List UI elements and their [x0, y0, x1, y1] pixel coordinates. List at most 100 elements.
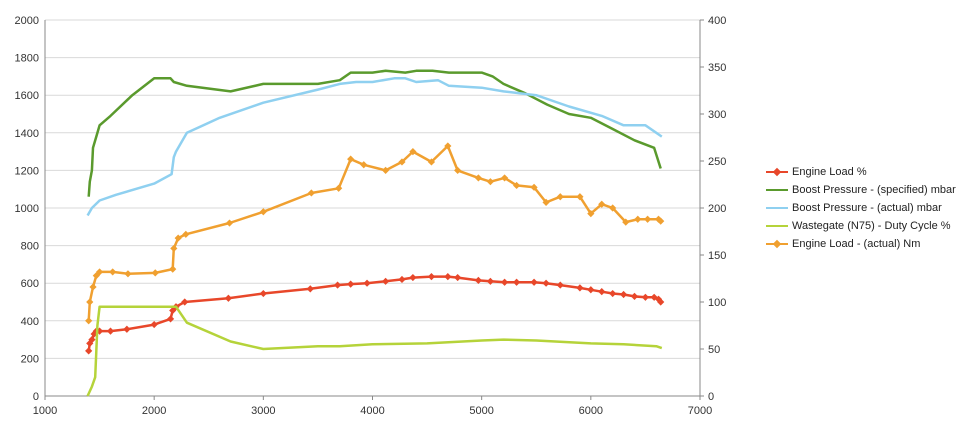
legend-item: Boost Pressure - (specified) mbar [766, 181, 956, 199]
series-point-4 [170, 244, 178, 253]
series-point-0 [169, 306, 177, 315]
x-tick-label: 4000 [360, 405, 384, 417]
x-tick-label: 1000 [33, 405, 57, 417]
series-point-0 [166, 315, 175, 323]
y2-tick-label: 300 [708, 109, 726, 121]
series-point-4 [174, 234, 182, 242]
legend-swatch [766, 239, 788, 249]
series-point-4 [382, 166, 390, 174]
series-point-0 [363, 279, 371, 287]
y-tick-label: 1000 [15, 203, 39, 215]
series-point-4 [454, 166, 462, 174]
series-point-4 [259, 208, 267, 216]
legend-item: Engine Load - (actual) Nm [766, 235, 956, 253]
series-point-4 [225, 219, 234, 227]
series-point-4 [86, 298, 94, 306]
y2-tick-label: 350 [708, 62, 726, 74]
y-tick-label: 0 [33, 391, 39, 403]
y-tick-label: 1200 [15, 165, 39, 177]
legend-item: Wastegate (N75) - Duty Cycle % [766, 217, 956, 235]
series-line-3 [86, 305, 663, 397]
series-point-0 [106, 327, 115, 335]
series-point-0 [598, 288, 606, 296]
series-point-0 [657, 298, 665, 306]
series-point-0 [650, 293, 658, 301]
series-point-0 [409, 273, 417, 282]
series-point-4 [360, 161, 368, 169]
y2-tick-label: 200 [708, 203, 726, 215]
series-point-0 [123, 325, 131, 333]
series-point-0 [513, 278, 521, 286]
series-point-4 [427, 158, 436, 166]
legend-label: Engine Load % [792, 166, 867, 178]
series-point-0 [474, 276, 482, 284]
series-point-0 [306, 285, 314, 293]
series-line-0 [87, 275, 662, 352]
legend-label: Engine Load - (actual) Nm [792, 238, 921, 250]
series-point-0 [150, 320, 158, 329]
series-point-0 [630, 292, 639, 300]
series-point-0 [576, 284, 584, 292]
series-point-4 [622, 218, 630, 226]
series-line-4 [87, 144, 662, 321]
series-point-0 [90, 330, 98, 338]
series-point-4 [409, 148, 417, 156]
y-tick-label: 2000 [15, 15, 39, 27]
series-point-4 [85, 317, 93, 325]
series-point-4 [644, 215, 652, 223]
series-point-4 [587, 210, 595, 218]
series-point-4 [576, 193, 584, 201]
series-point-0 [500, 278, 509, 286]
series-point-4 [109, 268, 117, 276]
series-point-4 [634, 215, 642, 223]
series-layer [85, 69, 665, 397]
series-point-4 [609, 204, 617, 212]
series-point-4 [444, 142, 452, 150]
series-point-0 [398, 275, 406, 284]
series-point-4 [151, 269, 159, 277]
series-point-0 [382, 277, 390, 285]
y-tick-label: 400 [21, 316, 39, 328]
y-tick-label: 1600 [15, 90, 39, 102]
series-point-0 [181, 298, 189, 306]
legend-swatch [766, 167, 788, 177]
y-tick-label: 1400 [15, 128, 39, 140]
y2-tick-label: 400 [708, 15, 726, 27]
series-point-0 [556, 281, 564, 289]
legend-item: Engine Load % [766, 163, 956, 181]
series-point-0 [587, 286, 595, 294]
legend-swatch [766, 221, 788, 231]
series-point-4 [500, 174, 509, 182]
grid-layer [45, 19, 700, 397]
series-point-4 [124, 270, 132, 278]
legend-label: Boost Pressure - (specified) mbar [792, 184, 956, 196]
series-point-4 [598, 200, 606, 208]
series-point-4 [530, 183, 538, 191]
series-point-0 [347, 280, 355, 288]
legend-item: Boost Pressure - (actual) mbar [766, 199, 956, 217]
series-point-0 [609, 289, 617, 298]
series-point-0 [530, 278, 538, 286]
y2-tick-label: 0 [708, 391, 714, 403]
series-line-1 [87, 69, 662, 197]
y-tick-label: 600 [21, 278, 39, 290]
series-point-4 [556, 193, 564, 201]
series-point-0 [619, 290, 628, 299]
series-point-4 [169, 265, 177, 273]
series-point-4 [398, 158, 406, 166]
legend-label: Wastegate (N75) - Duty Cycle % [792, 220, 951, 232]
y2-tick-label: 150 [708, 250, 726, 262]
axis-layer: 0 200 400 600 800 1000 1200 1400 1600 1800 2000 0 50… [15, 15, 727, 417]
series-point-0 [224, 294, 232, 302]
x-tick-label: 2000 [142, 405, 166, 417]
series-point-0 [333, 281, 342, 289]
series-point-0 [542, 279, 550, 287]
y-tick-label: 1800 [15, 53, 39, 65]
x-tick-label: 6000 [579, 405, 603, 417]
series-point-4 [542, 198, 550, 206]
series-point-4 [89, 283, 97, 291]
series-point-4 [95, 268, 104, 276]
series-point-4 [182, 230, 190, 238]
